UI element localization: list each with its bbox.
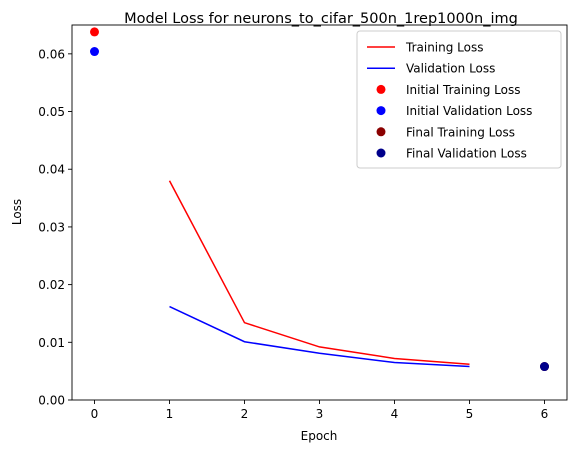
y-tick-label: 0.03 [38,220,65,234]
legend-swatch-final-training-loss [376,127,386,137]
legend-label-initial-training-loss: Initial Training Loss [406,83,521,97]
legend-label-final-training-loss: Final Training Loss [406,125,515,139]
x-tick-label: 0 [91,407,99,421]
y-tick-label: 0.05 [38,105,65,119]
series-layer [90,27,549,372]
x-tick-label: 1 [166,407,174,421]
initial-validation-loss-point [90,47,99,57]
chart-title: Model Loss for neurons_to_cifar_500n_1re… [124,11,518,27]
y-tick-label: 0.02 [38,278,65,292]
y-tick-label: 0.01 [38,336,65,350]
validation-loss-line [169,305,470,368]
x-tick-label: 6 [541,407,549,421]
final-validation-loss-point [540,362,549,372]
y-axis-label: Loss [10,199,24,225]
x-tick-label: 2 [241,407,249,421]
y-tick-label: 0.06 [38,47,65,61]
legend-label-validation-loss: Validation Loss [406,62,495,76]
legend-box [356,30,562,169]
legend-swatch-final-validation-loss [376,148,386,158]
initial-training-loss-point [90,27,99,37]
training-loss-line [168,180,470,365]
y-axis: 0.00 0.01 0.02 0.03 0.04 0.05 0.06 [38,47,72,408]
legend-label-training-loss: Training Loss [405,41,483,55]
y-tick-label: 0.00 [38,394,65,408]
y-tick-label: 0.04 [38,163,65,177]
legend-label-initial-validation-loss: Initial Validation Loss [406,104,532,118]
legend-label-final-validation-loss: Final Validation Loss [406,147,527,161]
legend-swatch-initial-validation-loss [376,106,386,116]
x-tick-label: 5 [466,407,474,421]
legend: Training Loss Validation Loss Initial Trai… [356,30,562,169]
x-axis: 0 1 2 3 4 5 6 [91,400,549,421]
x-axis-label: Epoch [301,429,338,443]
x-tick-label: 3 [316,407,324,421]
x-tick-label: 4 [391,407,399,421]
legend-swatch-initial-training-loss [376,84,386,94]
